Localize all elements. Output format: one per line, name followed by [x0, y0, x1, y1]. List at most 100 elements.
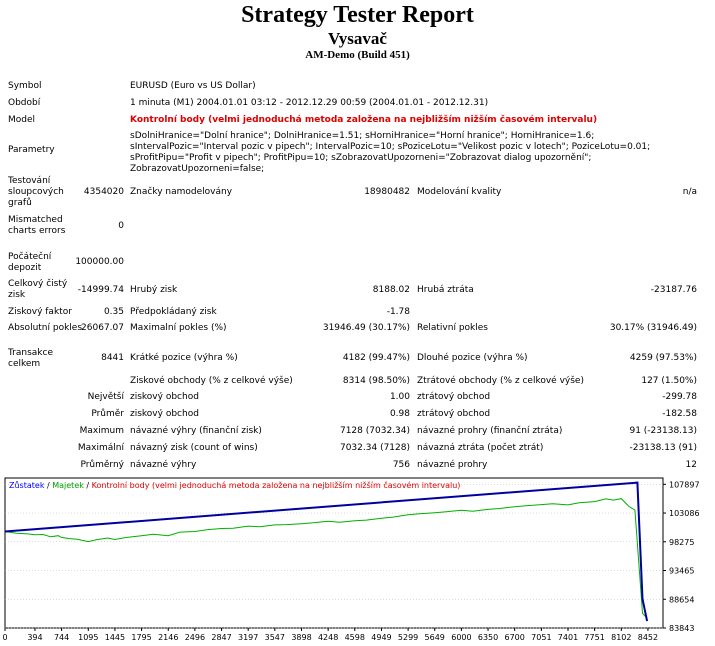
- maximal-losses-value: -23138.13 (91): [629, 443, 697, 453]
- quality-label: Modelování kvality: [417, 187, 502, 197]
- y-tick-label: 93465: [669, 567, 694, 576]
- long-positions-value: 4259 (97.53%): [629, 353, 697, 363]
- maximum-label: Maximum: [79, 426, 124, 436]
- x-tick-label: 6000: [451, 633, 471, 642]
- gross-loss-value: -23187.76: [650, 285, 697, 295]
- profit-trades-value: 8314 (98.50%): [342, 376, 410, 386]
- x-tick-label: 6350: [478, 633, 498, 642]
- x-tick-label: 4598: [345, 633, 365, 642]
- largest-profit-label: ziskový obchod: [130, 392, 199, 402]
- x-tick-label: 394: [27, 633, 42, 642]
- model-value: Kontrolní body (velmi jednoduchá metoda …: [130, 115, 598, 125]
- x-tick-label: 8102: [611, 633, 631, 642]
- max-drawdown-label: Maximalní pokles (%): [130, 323, 227, 333]
- x-tick-label: 0: [2, 633, 7, 642]
- x-tick-label: 6700: [504, 633, 524, 642]
- average-profit-label: ziskový obchod: [130, 409, 199, 419]
- profit-trades-label: Ziskové obchody (% z celkové výše): [130, 376, 293, 386]
- symbol-label: Symbol: [8, 81, 42, 91]
- mismatch-label: Mismatched charts errors: [8, 215, 66, 236]
- maximal-losses-label: návazná ztráta (počet ztrát): [417, 443, 544, 453]
- deposit-label: Počáteční depozit: [8, 252, 52, 273]
- avg-consecutive-label: Průměrný: [80, 460, 124, 470]
- max-cons-wins-value: 7128 (7032.34): [339, 426, 410, 436]
- total-trades-value: 8441: [101, 353, 124, 363]
- loss-trades-value: 127 (1.50%): [641, 376, 697, 386]
- largest-loss-label: ztrátový obchod: [417, 392, 491, 402]
- loss-trades-label: Ztrátové obchody (% z celkové výše): [417, 376, 584, 386]
- rel-drawdown-label: Relativní pokles: [417, 323, 488, 333]
- x-tick-label: 4248: [318, 633, 338, 642]
- y-tick-label: 88654: [669, 595, 694, 604]
- quality-value: n/a: [682, 187, 697, 197]
- short-positions-label: Krátké pozice (výhra %): [130, 353, 238, 363]
- y-tick-label: 83843: [669, 624, 694, 633]
- x-tick-label: 7401: [558, 633, 578, 642]
- params-label: Parametry: [8, 145, 55, 155]
- x-tick-label: 7751: [584, 633, 604, 642]
- short-positions-value: 4182 (99.47%): [342, 353, 410, 363]
- x-tick-label: 1445: [105, 633, 125, 642]
- long-positions-label: Dlouhé pozice (výhra %): [417, 353, 528, 363]
- largest-loss-value: -299.78: [662, 392, 697, 402]
- y-tick-label: 98275: [669, 538, 694, 547]
- net-profit-value: -14999.74: [77, 285, 124, 295]
- bars-value: 4354020: [83, 187, 124, 197]
- deposit-value: 100000.00: [75, 257, 124, 267]
- svg-text:Zůstatek / Majetek / Kontrolní: Zůstatek / Majetek / Kontrolní body (vel…: [9, 480, 460, 490]
- gross-loss-label: Hrubá ztráta: [417, 285, 474, 295]
- max-drawdown-value: 31946.49 (30.17%): [322, 323, 410, 333]
- average-loss-label: ztrátový obchod: [417, 409, 491, 419]
- x-tick-label: 5649: [425, 633, 445, 642]
- average-loss-value: -182.58: [662, 409, 697, 419]
- x-tick-label: 2496: [185, 633, 205, 642]
- maximal-wins-label: návazný zisk (count of wins): [130, 443, 258, 453]
- x-tick-label: 1095: [78, 633, 98, 642]
- legend-balance: Zůstatek: [9, 480, 45, 490]
- chart-plot-area: [4, 477, 664, 629]
- total-trades-label: Transakce celkem: [8, 348, 53, 369]
- period-label: Období: [8, 98, 41, 108]
- x-tick-label: 2146: [158, 633, 178, 642]
- legend-separator: /: [84, 481, 92, 490]
- avg-losses-value: 12: [685, 460, 697, 470]
- x-tick-label: 3547: [265, 633, 285, 642]
- equity-line: [4, 498, 648, 619]
- payoff-value: -1.78: [386, 307, 410, 317]
- model-label: Model: [8, 115, 36, 125]
- x-tick-label: 4949: [371, 633, 391, 642]
- maximal-wins-value: 7032.34 (7128): [339, 443, 410, 453]
- server-build: AM-Demo (Build 451): [305, 49, 410, 61]
- x-tick-label: 3898: [291, 633, 311, 642]
- profit-factor-value: 0.35: [103, 307, 124, 317]
- average-profit-value: 0.98: [389, 409, 410, 419]
- x-tick-label: 5299: [398, 633, 418, 642]
- abs-drawdown-value: 26067.07: [81, 323, 124, 333]
- mismatch-value: 0: [118, 221, 124, 231]
- bars-label: Testování sloupcových grafů: [8, 176, 64, 208]
- max-cons-wins-label: návazné výhry (finanční zisk): [130, 426, 262, 436]
- gross-profit-value: 8188.02: [372, 285, 410, 295]
- net-profit-label: Celkový čistý zisk: [8, 279, 68, 300]
- max-cons-losses-label: návazné prohry (finanční ztráta): [417, 426, 563, 436]
- legend-separator: /: [44, 481, 52, 490]
- expert-name: Vysavač: [328, 29, 387, 48]
- period-value: 1 minuta (M1) 2004.01.01 03:12 - 2012.12…: [130, 98, 489, 108]
- average-label: Průměr: [91, 409, 124, 419]
- ticks-label: Značky namodelovány: [130, 187, 233, 197]
- legend-model: Kontrolní body (velmi jednoduchá metoda …: [92, 480, 461, 490]
- x-tick-label: 8452: [638, 633, 658, 642]
- balance-line: [4, 481, 649, 622]
- x-tick-label: 1795: [131, 633, 151, 642]
- avg-losses-label: návazné prohry: [417, 460, 488, 470]
- ticks-value: 18980482: [364, 187, 410, 197]
- report-title: Strategy Tester Report: [241, 2, 474, 28]
- x-tick-label: 2847: [211, 633, 231, 642]
- legend-equity: Majetek: [52, 481, 84, 490]
- symbol-value: EURUSD (Euro vs US Dollar): [130, 81, 256, 91]
- max-cons-losses-value: 91 (-23138.13): [629, 426, 697, 436]
- payoff-label: Předpokládaný zisk: [130, 307, 217, 317]
- rel-drawdown-value: 30.17% (31946.49): [609, 323, 697, 333]
- avg-wins-label: návazné výhry: [130, 460, 197, 470]
- x-tick-label: 3197: [238, 633, 258, 642]
